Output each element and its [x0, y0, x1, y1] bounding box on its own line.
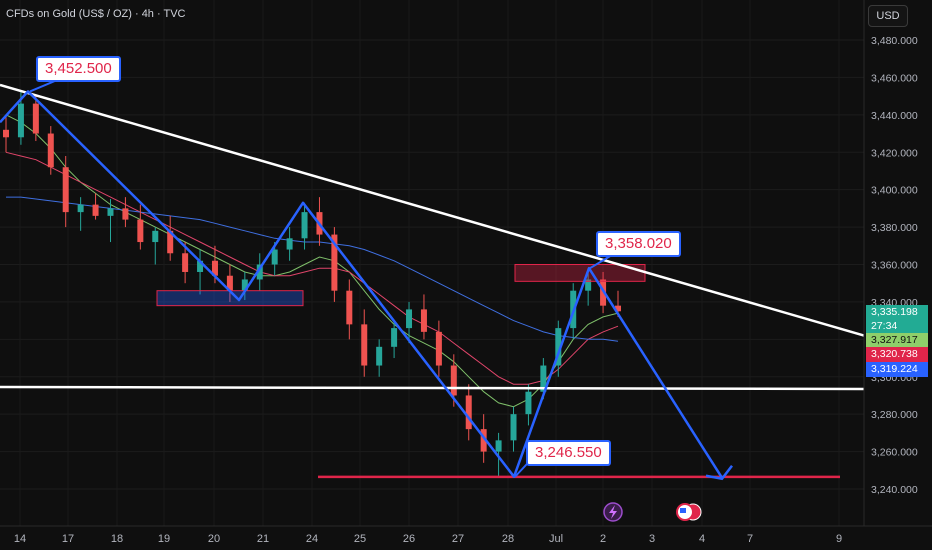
price-axis[interactable]: 3,240.0003,260.0003,280.0003,300.0003,32…	[863, 0, 932, 550]
candle-body	[167, 230, 174, 254]
price-tick-label: 3,360.000	[871, 260, 918, 272]
ma-blue-tag: 3,319.224	[866, 362, 928, 377]
candle-body	[122, 208, 129, 220]
countdown-tag: 27:34	[866, 319, 928, 334]
time-tick-label: 24	[306, 533, 318, 545]
time-axis[interactable]: 14 17 18 19 20 21 24 25 26 27 28 Jul 2 3 4 7 9	[0, 525, 932, 545]
ma-green-line	[5, 114, 619, 408]
candle-body	[346, 290, 353, 325]
arrowhead	[705, 465, 733, 481]
candle-body	[301, 212, 308, 239]
candle-body	[211, 260, 218, 276]
time-tick-label: Jul	[549, 533, 563, 545]
grid-lines	[0, 0, 864, 526]
candle-body	[32, 103, 39, 134]
time-tick-label: 9	[836, 533, 842, 545]
callout-pointer-swing	[589, 254, 613, 270]
current-price-tag: 3,335.198	[866, 305, 928, 320]
candle-body	[420, 309, 427, 332]
candle-body	[510, 414, 517, 441]
ma-red-tag: 3,320.738	[866, 347, 928, 362]
time-tick-label: 7	[747, 533, 753, 545]
candle-body	[241, 279, 248, 291]
time-tick-label: 2	[600, 533, 606, 545]
candle-body	[331, 234, 338, 291]
time-tick-label: 17	[62, 533, 74, 545]
time-tick-label: 20	[208, 533, 220, 545]
candle-body	[226, 275, 233, 291]
candle-body	[47, 133, 54, 168]
candle-body	[555, 328, 562, 366]
candle-body	[480, 429, 487, 452]
price-tick-label: 3,440.000	[871, 110, 918, 122]
price-tick-label: 3,400.000	[871, 185, 918, 197]
candle-body	[585, 279, 592, 291]
drawings	[0, 77, 865, 481]
candle-body	[197, 260, 204, 272]
price-tick-label: 3,260.000	[871, 447, 918, 459]
candle-body	[495, 440, 502, 452]
lightning-glyph	[609, 505, 617, 519]
prior-zone-box	[156, 290, 304, 307]
zigzag-projection	[0, 90, 724, 479]
ma-blue-line	[6, 196, 619, 342]
candle-body	[256, 264, 263, 280]
callout-low[interactable]: 3,246.550	[526, 440, 611, 466]
ma-red-line	[5, 151, 619, 385]
time-tick-label: 28	[502, 533, 514, 545]
candle-body	[615, 305, 621, 312]
horizontal-support-line	[0, 385, 865, 391]
candle-body	[435, 331, 442, 366]
price-tick-label: 3,460.000	[871, 72, 918, 84]
callout-high[interactable]: 3,452.500	[36, 56, 121, 82]
candle-body	[3, 129, 9, 138]
time-tick-label: 4	[699, 533, 705, 545]
time-tick-label: 19	[158, 533, 170, 545]
price-tick-label: 3,380.000	[871, 222, 918, 234]
candle-body	[361, 324, 368, 366]
candle-body	[450, 365, 457, 396]
candle-body	[525, 391, 532, 415]
time-tick-label: 3	[649, 533, 655, 545]
candle-body	[271, 249, 278, 265]
candle-body	[92, 204, 99, 216]
chart-title: CFDs on Gold (US$ / OZ) · 4h · TVC	[6, 8, 186, 20]
candle-body	[17, 103, 24, 138]
price-tick-label: 3,480.000	[871, 35, 918, 47]
candle-body	[137, 219, 144, 243]
time-tick-label: 27	[452, 533, 464, 545]
candle-body	[391, 328, 398, 347]
candle-body	[376, 346, 383, 366]
currency-button[interactable]: USD	[868, 5, 908, 27]
candle-body	[406, 309, 413, 329]
candle-body	[62, 167, 69, 213]
time-tick-label: 26	[403, 533, 415, 545]
callout-swing-high[interactable]: 3,358.020	[596, 231, 681, 257]
ma-green-tag: 3,327.917	[866, 333, 928, 348]
price-tick-label: 3,280.000	[871, 409, 918, 421]
us-flag-canton	[680, 508, 686, 513]
time-tick-label: 14	[14, 533, 26, 545]
candle-body	[465, 395, 472, 430]
time-tick-label: 21	[257, 533, 269, 545]
price-tick-label: 3,240.000	[871, 484, 918, 496]
price-axis-bg	[864, 0, 932, 550]
event-icons[interactable]	[603, 502, 702, 522]
candle-body	[286, 238, 293, 250]
price-tick-label: 3,420.000	[871, 147, 918, 159]
time-tick-label: 25	[354, 533, 366, 545]
time-tick-label: 18	[111, 533, 123, 545]
candle-body	[77, 204, 84, 213]
candle-body	[540, 365, 547, 392]
candle-body	[152, 230, 159, 243]
moving-averages	[5, 114, 619, 408]
candle-body	[107, 208, 114, 216]
descending-trendline	[0, 83, 865, 337]
candle-body	[182, 253, 189, 272]
